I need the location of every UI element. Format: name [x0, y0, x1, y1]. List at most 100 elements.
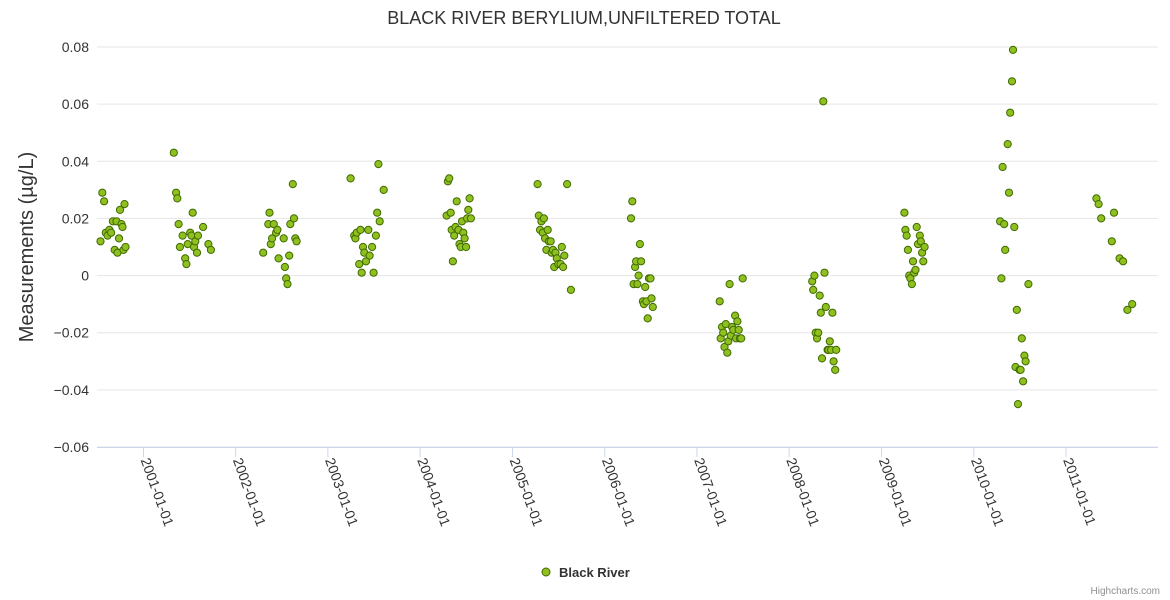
data-point[interactable]: [369, 268, 378, 277]
data-point[interactable]: [379, 185, 388, 194]
data-point[interactable]: [100, 197, 109, 206]
data-point[interactable]: [563, 180, 572, 189]
data-point[interactable]: [825, 337, 834, 346]
data-point[interactable]: [997, 274, 1006, 283]
credits[interactable]: Highcharts.com: [1091, 586, 1160, 597]
data-point[interactable]: [635, 240, 645, 249]
data-point[interactable]: [643, 314, 652, 323]
data-point[interactable]: [365, 251, 374, 260]
data-point[interactable]: [916, 237, 925, 246]
data-point[interactable]: [634, 271, 643, 280]
data-point[interactable]: [1109, 208, 1119, 217]
data-point[interactable]: [1119, 257, 1128, 266]
data-point[interactable]: [1010, 222, 1019, 232]
data-point[interactable]: [733, 317, 742, 326]
data-point[interactable]: [1097, 214, 1106, 223]
data-point[interactable]: [364, 225, 373, 234]
data-point[interactable]: [1004, 188, 1014, 197]
data-point[interactable]: [919, 257, 928, 266]
data-point[interactable]: [815, 291, 824, 300]
data-point[interactable]: [173, 194, 182, 203]
data-point[interactable]: [920, 242, 929, 252]
data-point[interactable]: [637, 257, 646, 266]
data-point[interactable]: [1024, 280, 1033, 289]
data-point[interactable]: [464, 205, 473, 214]
data-point[interactable]: [206, 245, 215, 254]
data-point[interactable]: [462, 242, 471, 252]
data-point[interactable]: [814, 328, 823, 337]
data-point[interactable]: [357, 268, 366, 277]
data-point[interactable]: [283, 280, 292, 289]
data-point[interactable]: [174, 220, 183, 229]
data-point[interactable]: [118, 222, 127, 232]
data-point[interactable]: [819, 97, 828, 106]
data-point[interactable]: [374, 160, 383, 169]
data-point[interactable]: [646, 274, 655, 283]
data-point[interactable]: [375, 217, 384, 226]
data-point[interactable]: [268, 234, 277, 243]
data-point[interactable]: [533, 180, 542, 189]
data-point[interactable]: [907, 280, 917, 289]
data-point[interactable]: [809, 285, 818, 294]
data-point[interactable]: [832, 345, 841, 354]
data-point[interactable]: [452, 197, 461, 206]
data-point[interactable]: [911, 265, 920, 274]
data-point[interactable]: [1013, 400, 1023, 409]
data-point[interactable]: [734, 325, 743, 334]
data-point[interactable]: [466, 214, 475, 223]
data-point[interactable]: [539, 214, 549, 223]
data-point[interactable]: [448, 257, 457, 266]
data-point[interactable]: [199, 222, 208, 232]
data-point[interactable]: [1107, 237, 1116, 246]
data-point[interactable]: [346, 174, 355, 183]
data-point[interactable]: [285, 251, 294, 260]
data-point[interactable]: [279, 234, 288, 243]
data-point[interactable]: [626, 214, 636, 223]
data-point[interactable]: [371, 231, 380, 240]
data-point[interactable]: [828, 308, 837, 317]
data-point[interactable]: [1017, 334, 1026, 343]
data-point[interactable]: [831, 365, 840, 374]
data-point[interactable]: [908, 257, 918, 266]
data-point[interactable]: [288, 180, 297, 189]
data-point[interactable]: [1019, 377, 1028, 386]
data-point[interactable]: [737, 334, 746, 343]
data-point[interactable]: [738, 274, 747, 283]
series-black-river[interactable]: [96, 45, 1137, 409]
data-point[interactable]: [96, 237, 105, 246]
data-point[interactable]: [286, 220, 295, 229]
data-point[interactable]: [817, 354, 827, 363]
data-point[interactable]: [465, 194, 474, 203]
data-point[interactable]: [543, 225, 552, 234]
data-point[interactable]: [192, 248, 202, 257]
data-point[interactable]: [902, 231, 911, 240]
data-point[interactable]: [273, 225, 282, 234]
data-point[interactable]: [715, 297, 724, 306]
data-point[interactable]: [1000, 220, 1009, 229]
data-point[interactable]: [998, 162, 1007, 172]
data-point[interactable]: [641, 282, 650, 292]
data-point[interactable]: [1006, 108, 1015, 117]
data-point[interactable]: [723, 348, 732, 357]
data-point[interactable]: [114, 234, 124, 243]
data-point[interactable]: [829, 357, 838, 366]
data-point[interactable]: [647, 294, 656, 303]
data-point[interactable]: [1021, 357, 1030, 366]
data-point[interactable]: [557, 242, 566, 252]
data-point[interactable]: [182, 260, 191, 269]
data-point[interactable]: [900, 208, 909, 217]
data-point[interactable]: [450, 231, 459, 240]
data-point[interactable]: [193, 231, 203, 240]
data-point[interactable]: [121, 242, 130, 252]
data-point[interactable]: [1001, 245, 1010, 254]
data-point[interactable]: [373, 208, 382, 217]
data-point[interactable]: [546, 237, 555, 246]
data-point[interactable]: [355, 260, 364, 269]
data-point[interactable]: [648, 302, 657, 312]
data-point[interactable]: [361, 257, 371, 266]
data-point[interactable]: [265, 208, 274, 217]
data-point[interactable]: [1128, 300, 1137, 309]
data-point[interactable]: [289, 214, 299, 223]
data-point[interactable]: [1012, 305, 1021, 314]
data-point[interactable]: [120, 200, 129, 209]
